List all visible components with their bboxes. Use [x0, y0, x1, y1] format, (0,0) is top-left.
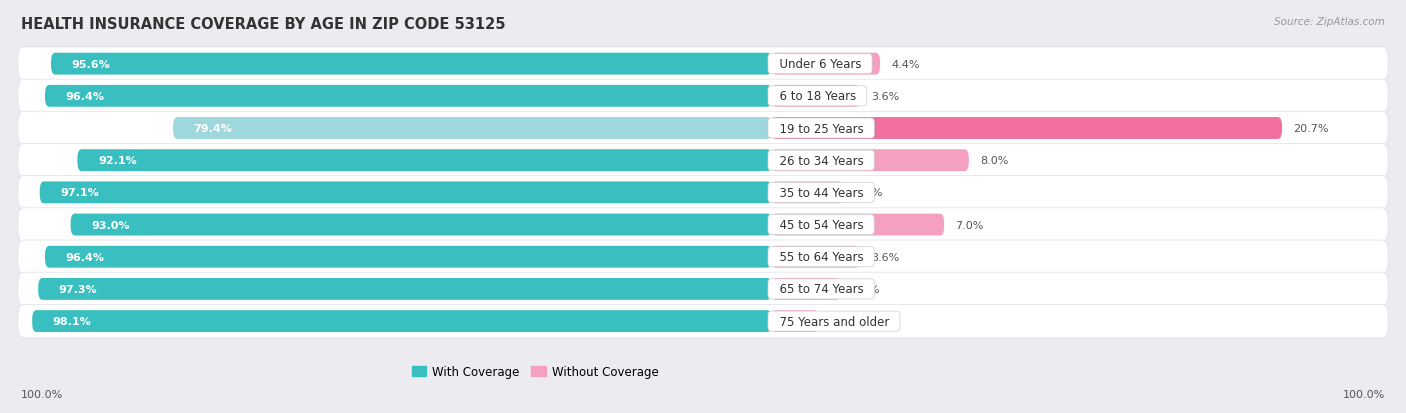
Text: 55 to 64 Years: 55 to 64 Years	[772, 251, 870, 263]
Text: 96.4%: 96.4%	[66, 252, 104, 262]
FancyBboxPatch shape	[77, 150, 772, 172]
Text: 92.1%: 92.1%	[98, 156, 136, 166]
Text: 93.0%: 93.0%	[91, 220, 129, 230]
FancyBboxPatch shape	[18, 48, 1388, 81]
Legend: With Coverage, Without Coverage: With Coverage, Without Coverage	[408, 361, 664, 383]
FancyBboxPatch shape	[70, 214, 772, 236]
Text: 19 to 25 Years: 19 to 25 Years	[772, 122, 870, 135]
Text: 8.0%: 8.0%	[980, 156, 1008, 166]
Text: 75 Years and older: 75 Years and older	[772, 315, 897, 328]
FancyBboxPatch shape	[772, 54, 880, 76]
Text: 3.6%: 3.6%	[872, 92, 900, 102]
FancyBboxPatch shape	[18, 273, 1388, 306]
Text: 97.1%: 97.1%	[60, 188, 98, 198]
Text: 97.3%: 97.3%	[59, 284, 97, 294]
Text: 65 to 74 Years: 65 to 74 Years	[772, 283, 870, 296]
Text: 100.0%: 100.0%	[1343, 389, 1385, 399]
Text: 7.0%: 7.0%	[955, 220, 984, 230]
FancyBboxPatch shape	[772, 150, 969, 172]
FancyBboxPatch shape	[18, 305, 1388, 338]
Text: 1.9%: 1.9%	[830, 316, 858, 326]
Text: 3.6%: 3.6%	[872, 252, 900, 262]
FancyBboxPatch shape	[32, 311, 772, 332]
Text: 20.7%: 20.7%	[1294, 124, 1329, 134]
FancyBboxPatch shape	[772, 85, 860, 107]
Text: 35 to 44 Years: 35 to 44 Years	[772, 186, 870, 199]
Text: Source: ZipAtlas.com: Source: ZipAtlas.com	[1274, 17, 1385, 26]
FancyBboxPatch shape	[18, 80, 1388, 113]
FancyBboxPatch shape	[18, 144, 1388, 178]
FancyBboxPatch shape	[772, 118, 1282, 140]
Text: 2.8%: 2.8%	[852, 284, 880, 294]
Text: Under 6 Years: Under 6 Years	[772, 58, 869, 71]
Text: 96.4%: 96.4%	[66, 92, 104, 102]
Text: 4.4%: 4.4%	[891, 59, 920, 69]
FancyBboxPatch shape	[772, 246, 860, 268]
FancyBboxPatch shape	[772, 278, 841, 300]
FancyBboxPatch shape	[772, 182, 844, 204]
FancyBboxPatch shape	[18, 208, 1388, 242]
Text: 79.4%: 79.4%	[194, 124, 232, 134]
Text: 26 to 34 Years: 26 to 34 Years	[772, 154, 870, 167]
FancyBboxPatch shape	[18, 176, 1388, 210]
FancyBboxPatch shape	[772, 311, 818, 332]
FancyBboxPatch shape	[772, 214, 945, 236]
FancyBboxPatch shape	[18, 112, 1388, 145]
FancyBboxPatch shape	[173, 118, 772, 140]
FancyBboxPatch shape	[18, 240, 1388, 274]
FancyBboxPatch shape	[45, 85, 772, 107]
Text: 98.1%: 98.1%	[53, 316, 91, 326]
Text: 45 to 54 Years: 45 to 54 Years	[772, 218, 870, 232]
FancyBboxPatch shape	[51, 54, 772, 76]
FancyBboxPatch shape	[39, 182, 772, 204]
FancyBboxPatch shape	[38, 278, 772, 300]
Text: 6 to 18 Years: 6 to 18 Years	[772, 90, 863, 103]
FancyBboxPatch shape	[45, 246, 772, 268]
Text: 2.9%: 2.9%	[853, 188, 883, 198]
Text: 95.6%: 95.6%	[72, 59, 110, 69]
Text: HEALTH INSURANCE COVERAGE BY AGE IN ZIP CODE 53125: HEALTH INSURANCE COVERAGE BY AGE IN ZIP …	[21, 17, 506, 31]
Text: 100.0%: 100.0%	[21, 389, 63, 399]
